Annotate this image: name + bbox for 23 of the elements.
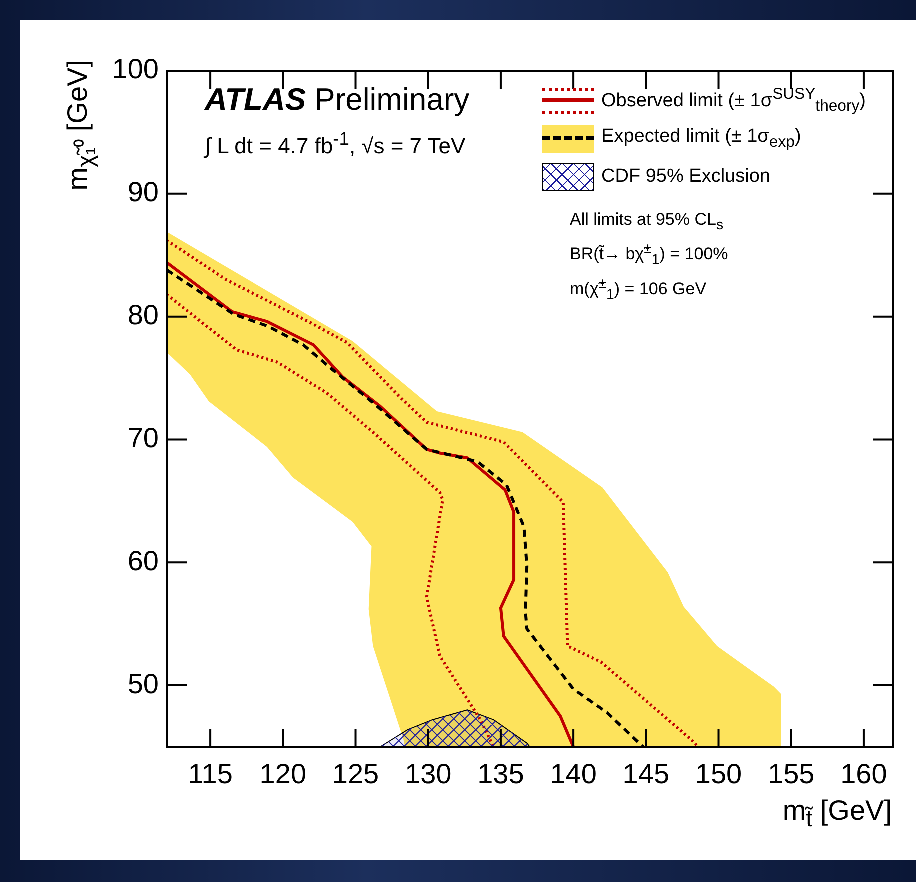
x-tick-label: 135	[478, 758, 524, 790]
y-tick-label: 80	[128, 300, 159, 331]
annotation: ∫ L dt = 4.7 fb$^{-1}$, √s = 7 TeV	[205, 128, 466, 160]
y-tick-label: 60	[128, 545, 159, 576]
y-tick-label: 90	[128, 176, 159, 208]
legend-label: Expected limit (± 1σ$_{exp}$)	[602, 126, 802, 152]
legend-label: CDF 95% Exclusion	[602, 166, 770, 188]
annotation: ATLAS Preliminary	[205, 82, 470, 117]
y-tick-label: 70	[128, 422, 159, 454]
x-tick-label: 130	[405, 758, 452, 790]
x-tick-label: 155	[768, 758, 815, 790]
x-tick-label: 145	[622, 758, 670, 790]
annotation: All limits at 95% CL$_{s}$	[570, 209, 725, 236]
y-tick-label: 50	[128, 668, 159, 700]
x-tick-label: 140	[550, 758, 597, 790]
legend-label: Observed limit (± 1σ$^{SUSY}$$_{theory}$)	[602, 86, 866, 116]
x-tick-label: 125	[332, 758, 380, 790]
x-tick-label: 160	[840, 758, 888, 790]
x-tick-label: 115	[188, 758, 233, 790]
x-axis-title: m$_{t̃}$ [GeV]	[782, 795, 892, 833]
x-tick-label: 120	[260, 758, 307, 790]
y-tick-label: 100	[112, 54, 159, 85]
x-tick-label: 150	[695, 758, 742, 790]
